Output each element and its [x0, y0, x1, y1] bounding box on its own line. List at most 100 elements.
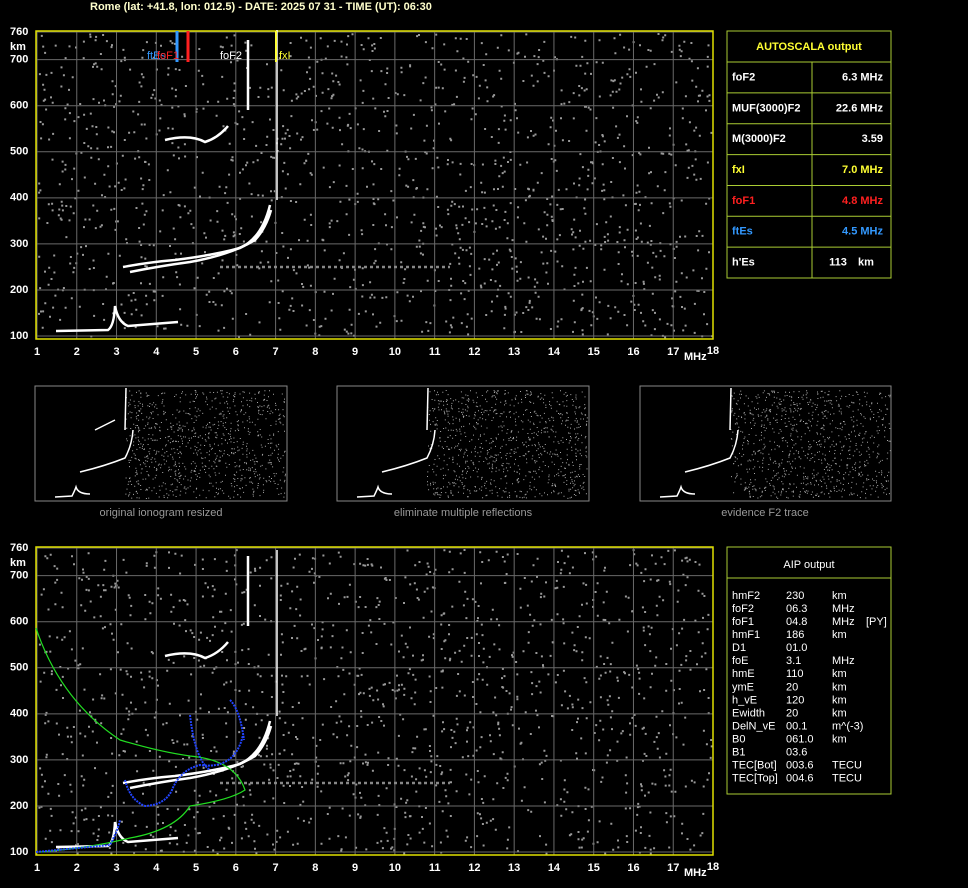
- y-tick-label: 760: [10, 26, 28, 38]
- y-tick-label: 300: [10, 238, 28, 250]
- header: Rome (lat: +41.8, lon: 012.5) - DATE: 20…: [90, 1, 432, 13]
- aip-cell: MHz: [832, 616, 855, 628]
- profile-curve: [35, 627, 246, 853]
- x-tick-label: 12: [468, 862, 480, 874]
- row-label: M(3000)F2: [732, 133, 786, 145]
- row-value: 7.0 MHz: [842, 164, 883, 176]
- thumbnail-caption: evidence F2 trace: [721, 507, 808, 519]
- x-tick-label: 11: [429, 346, 441, 358]
- x-tick-label: 1: [34, 346, 40, 358]
- f-echo: [164, 641, 229, 660]
- f-trace: [122, 720, 272, 785]
- x-tick-label: 8: [312, 862, 318, 874]
- thumb-trace: [659, 387, 739, 498]
- row-value: 6.3 MHz: [842, 71, 883, 83]
- thumbnail-frame: [34, 385, 288, 502]
- y-unit: km: [10, 41, 26, 53]
- y-tick-label: 500: [10, 146, 28, 158]
- thumbnail-frame: [336, 385, 590, 502]
- aip-cell: km: [832, 668, 847, 680]
- row-label: ftEs: [732, 226, 753, 238]
- aip-cell: km: [832, 707, 847, 719]
- row-label: MUF(3000)F2: [732, 102, 800, 114]
- x-tick-label: 14: [548, 862, 561, 874]
- x-tick-label: 5: [193, 862, 199, 874]
- aip-cell: D1: [732, 642, 746, 654]
- x-tick-label: 14: [548, 346, 561, 358]
- traces: [35, 550, 450, 853]
- e-trace: [55, 305, 179, 333]
- x-tick-label: 15: [588, 862, 600, 874]
- aip-cell: 06.3: [786, 603, 807, 615]
- aip-cell: 03.6: [786, 747, 807, 759]
- plot-frame: [35, 30, 714, 340]
- x-tick-label: 13: [508, 346, 520, 358]
- aip-cell: foF2: [732, 603, 754, 615]
- y-tick-label: 600: [10, 616, 28, 628]
- x-tick-label: 13: [508, 862, 520, 874]
- thumb-noise: [730, 390, 891, 499]
- x-tick-label: 6: [233, 346, 239, 358]
- aip-cell: km: [832, 590, 847, 602]
- y-tick-label: 300: [10, 754, 28, 766]
- aip-cell: 01.0: [786, 642, 807, 654]
- y-tick-label: 760: [10, 542, 28, 554]
- thumb-trace: [54, 387, 134, 498]
- row-value: 22.6 MHz: [836, 102, 884, 114]
- thumbnail-caption: original ionogram resized: [100, 507, 223, 519]
- aip-cell: km: [832, 681, 847, 693]
- aip-cell: 3.1: [786, 655, 801, 667]
- x-tick-label: 11: [429, 862, 441, 874]
- y-tick-label: 700: [10, 570, 28, 582]
- f-trace: [122, 204, 272, 269]
- aip-cell: ymE: [732, 681, 754, 693]
- aip-cell: 230: [786, 590, 804, 602]
- marker-label: ftEs: [147, 50, 166, 62]
- aip-cell: foE: [732, 655, 749, 667]
- x-tick-label: 15: [588, 346, 600, 358]
- x-tick-label: 9: [352, 346, 358, 358]
- f-trace: [129, 725, 273, 790]
- aip-cell: m^(-3): [832, 720, 863, 732]
- aip-cell: B1: [732, 747, 745, 759]
- aip-cell: TEC[Bot]: [732, 760, 777, 772]
- aip-cell: 061.0: [786, 733, 814, 745]
- row-value: 4.8 MHz: [842, 195, 883, 207]
- x-tick-label: 2: [74, 346, 80, 358]
- aip-cell: km: [832, 733, 847, 745]
- thumbnails: [34, 385, 892, 502]
- row-label: foF1: [732, 195, 755, 207]
- x-tick-label: 17: [667, 346, 679, 358]
- x-tick-label: 9: [352, 862, 358, 874]
- aip-cell: 003.6: [786, 760, 814, 772]
- x-tick-label: 18: [707, 345, 719, 357]
- x-unit: MHz: [684, 351, 707, 363]
- x-tick-label: 1: [34, 862, 40, 874]
- y-tick-label: 400: [10, 708, 28, 720]
- aip-cell: 20: [786, 681, 798, 693]
- row-label: foF2: [732, 71, 755, 83]
- y-unit: km: [10, 557, 26, 569]
- x-tick-label: 8: [312, 346, 318, 358]
- row-label: fxI: [732, 164, 745, 176]
- fitted-trace: [35, 699, 245, 853]
- y-tick-label: 100: [10, 330, 28, 342]
- row-value: 4.5 MHz: [842, 226, 883, 238]
- autoscala-title: AUTOSCALA output: [756, 41, 862, 53]
- aip-cell: Ewidth: [732, 707, 765, 719]
- x-tick-label: 16: [627, 862, 639, 874]
- x-tick-label: 10: [389, 862, 401, 874]
- x-tick-label: 10: [389, 346, 401, 358]
- aip-cell: DelN_vE: [732, 720, 775, 732]
- x-tick-label: 18: [707, 861, 719, 873]
- x-tick-label: 12: [468, 346, 480, 358]
- x-tick-label: 7: [273, 862, 279, 874]
- aip-cell: 004.6: [786, 773, 814, 785]
- aip-cell: TECU: [832, 760, 862, 772]
- row-unit: km: [858, 257, 874, 269]
- f-trace: [129, 209, 273, 274]
- y-tick-label: 700: [10, 54, 28, 66]
